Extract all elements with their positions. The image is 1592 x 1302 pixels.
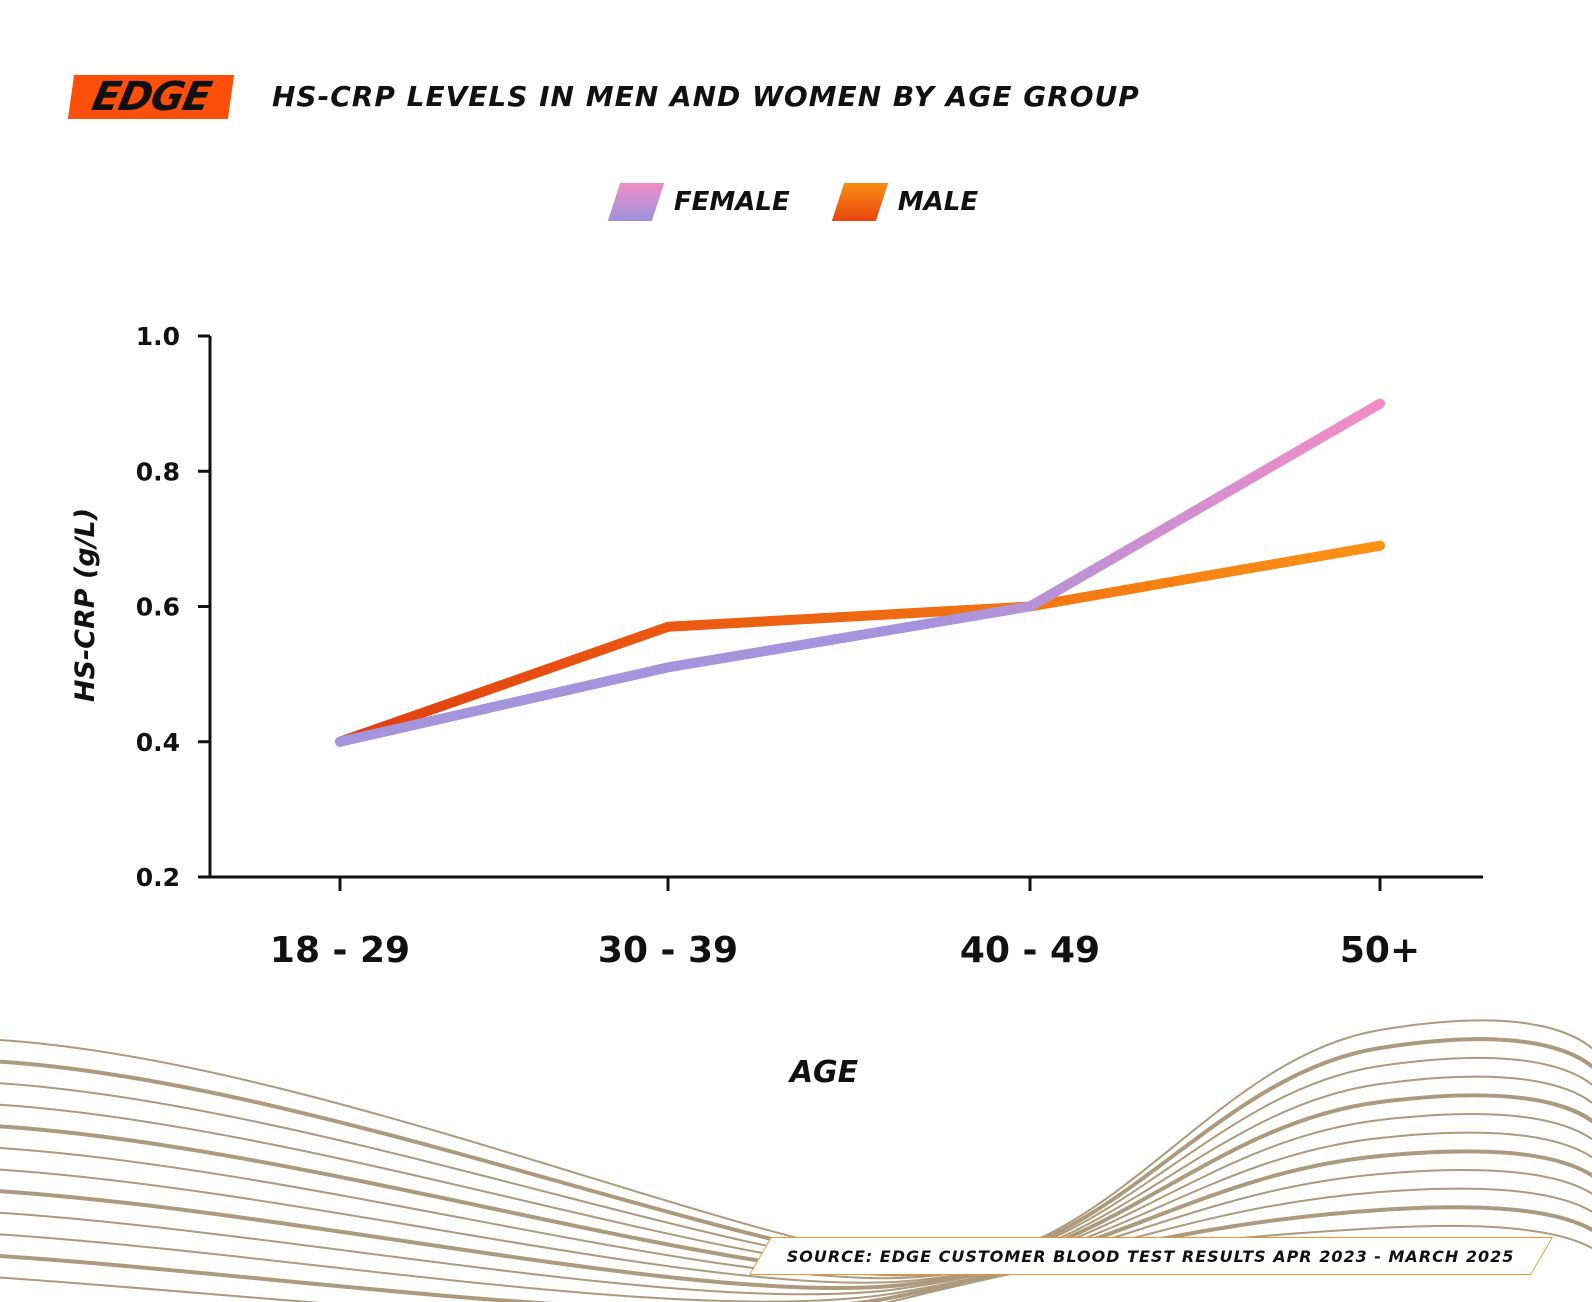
source-note: SOURCE: EDGE CUSTOMER BLOOD TEST RESULTS… <box>749 1237 1553 1275</box>
chart-title: HS-CRP LEVELS IN MEN AND WOMEN BY AGE GR… <box>272 80 1140 113</box>
wave-line <box>0 1205 1592 1302</box>
source-text: SOURCE: EDGE CUSTOMER BLOOD TEST RESULTS… <box>787 1246 1515 1266</box>
legend-label-male: MALE <box>897 187 979 217</box>
x-tick-label: 18 - 29 <box>270 930 410 971</box>
y-tick-label: 0.4 <box>136 728 180 757</box>
x-tick-label: 30 - 39 <box>598 930 738 971</box>
y-tick-label: 0.6 <box>136 593 180 622</box>
series-line-male <box>335 540 1385 747</box>
y-tick-label: 0.8 <box>136 457 180 486</box>
x-tick-label: 50+ <box>1340 930 1420 971</box>
legend-label-female: FEMALE <box>673 187 790 217</box>
y-axis-label: HS-CRP (g/L) <box>70 508 101 702</box>
y-tick-label: 0.2 <box>136 863 180 892</box>
x-tick-label: 40 - 49 <box>960 930 1100 971</box>
legend-item-female: FEMALE <box>607 183 790 221</box>
wave-line <box>0 1224 1592 1302</box>
x-axis-label: AGE <box>788 1055 859 1090</box>
series-line-female <box>335 398 1385 747</box>
legend-item-male: MALE <box>831 183 979 221</box>
legend: FEMALE MALE <box>0 183 1592 221</box>
y-tick-label: 1.0 <box>136 322 180 351</box>
